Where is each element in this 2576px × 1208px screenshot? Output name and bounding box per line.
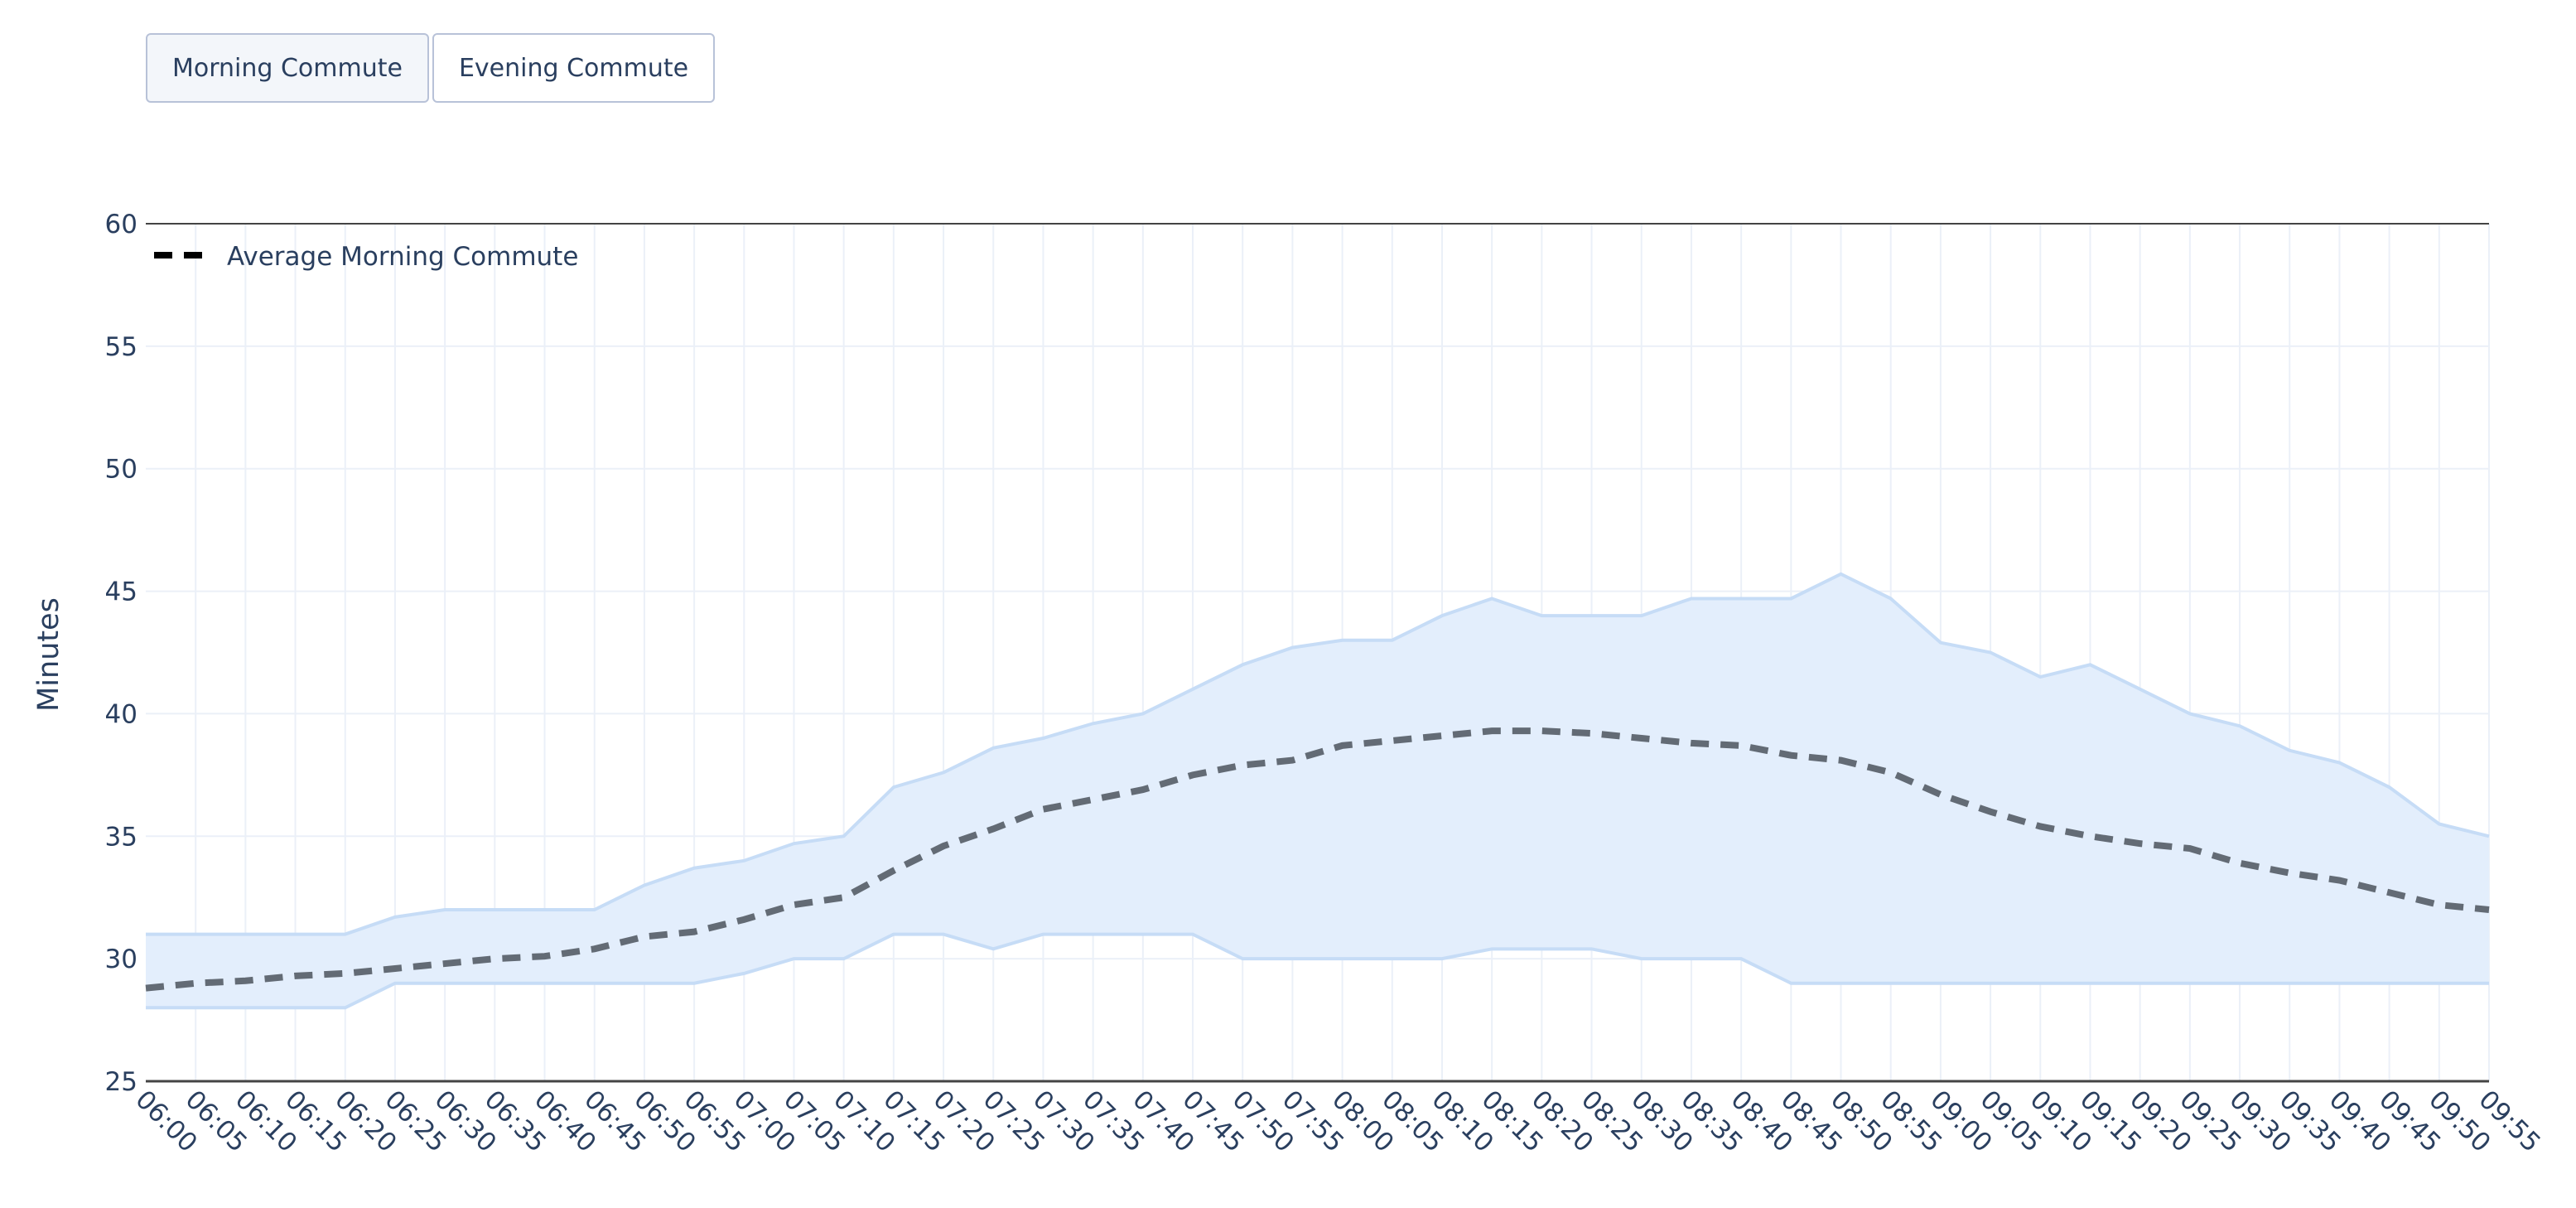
y-tick-label: 30 xyxy=(105,945,137,974)
x-tick-labels: 06:0006:0506:1006:1506:2006:2506:3006:35… xyxy=(129,1085,2546,1158)
y-tick-label: 35 xyxy=(105,822,137,852)
commute-toggle: Morning Commute Evening Commute xyxy=(146,33,716,103)
morning-commute-button[interactable]: Morning Commute xyxy=(146,33,429,103)
y-tick-label: 25 xyxy=(105,1067,137,1097)
range-upper-line xyxy=(146,572,2490,936)
range-band xyxy=(146,573,2489,1008)
average-series-line xyxy=(145,727,2490,992)
y-tick-label: 40 xyxy=(105,699,137,729)
y-axis-label: Minutes xyxy=(32,597,65,712)
y-tick-label: 60 xyxy=(105,210,137,239)
y-tick-label: 50 xyxy=(105,455,137,485)
y-tick-label: 45 xyxy=(105,577,137,607)
evening-commute-button[interactable]: Evening Commute xyxy=(432,33,716,103)
y-tick-labels: 25 30 35 40 45 50 55 60 xyxy=(105,210,137,1097)
range-lower-line xyxy=(146,932,2489,1010)
legend[interactable]: Average Morning Commute xyxy=(154,242,578,272)
legend-label: Average Morning Commute xyxy=(227,242,578,272)
y-tick-label: 55 xyxy=(105,332,137,362)
